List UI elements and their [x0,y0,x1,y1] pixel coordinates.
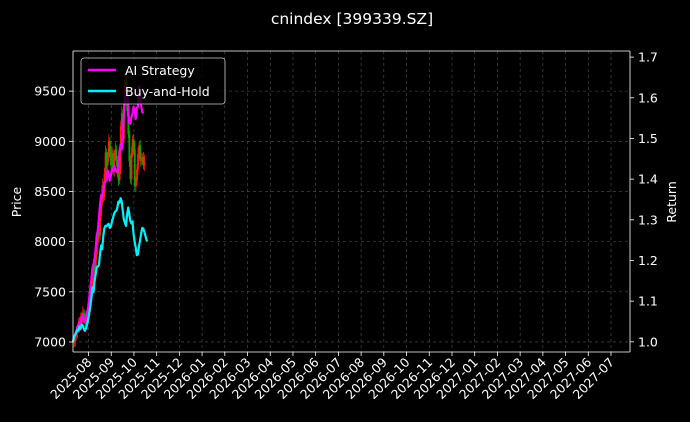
candle-body [139,145,142,162]
candle-body [137,154,139,170]
candle-body [117,173,120,181]
candle-body [83,312,85,316]
series-line-ai-strategy [71,85,145,343]
y-tick-label-left: 8000 [34,234,66,249]
candle-body [132,139,135,150]
chart-title: cnindex [399339.SZ] [271,10,433,28]
candle-body [138,145,141,155]
y-tick-label-right: 1.2 [638,253,658,268]
candle-body [85,322,87,325]
candle-body [129,161,132,180]
candle-body [133,149,136,187]
series-line-buy-and-hold [71,197,149,343]
legend-box [80,57,226,105]
legend: AI Strategy Buy-and-Hold [80,57,226,105]
y-tick-label-right: 1.4 [638,172,658,187]
candle-body [118,168,121,181]
candle-body [131,139,134,154]
y-tick-label-right: 1.0 [638,334,658,349]
candle-body [100,202,103,216]
candle-body [142,157,145,166]
candle-body [105,152,108,166]
candle-body [96,242,98,255]
candle-body [108,141,111,152]
candle-body [134,181,137,187]
candle-body [143,161,146,166]
y-tick-label-right: 1.7 [638,50,658,65]
y-axis-label-left: Price [9,186,24,217]
candle-body [97,231,99,243]
candle-body [113,156,116,172]
candle-body [140,159,143,162]
legend-label-buy-and-hold: Buy-and-Hold [125,84,210,99]
candle-body [104,152,107,174]
series-lines [71,85,149,343]
candle-body [106,157,109,166]
axes [72,50,631,353]
y-tick-label-left: 9000 [34,134,66,149]
candle-body [91,276,94,286]
candle-body [107,141,110,158]
candle-body [110,151,112,166]
candle-body [115,149,118,162]
y-axis-label-right: Return [664,181,679,222]
candle-body [74,335,77,341]
y-tick-label-left: 9500 [34,84,66,99]
y-tick-label-right: 1.5 [638,131,658,146]
candle-body [136,169,138,182]
candle-body [92,262,95,277]
candle-body [93,262,96,272]
candle-body [73,340,76,343]
candle-body [112,153,115,172]
candle-body [141,157,144,160]
candle-body [111,153,113,166]
candle-body [128,134,131,162]
y-tick-label-right: 1.3 [638,212,658,227]
candle-body [99,215,102,236]
candle-body [114,149,117,157]
y-tick-label-right: 1.6 [638,90,658,105]
y-tick-label-left: 7000 [34,334,66,349]
candle-body [98,231,100,236]
y-tick-label-left: 7500 [34,284,66,299]
y-tick-label-left: 8500 [34,184,66,199]
y-tick-label-right: 1.1 [638,294,658,309]
candle-body [130,153,133,180]
candle-body [120,113,123,127]
legend-label-ai-strategy: AI Strategy [125,63,195,78]
candle-body [94,254,97,272]
